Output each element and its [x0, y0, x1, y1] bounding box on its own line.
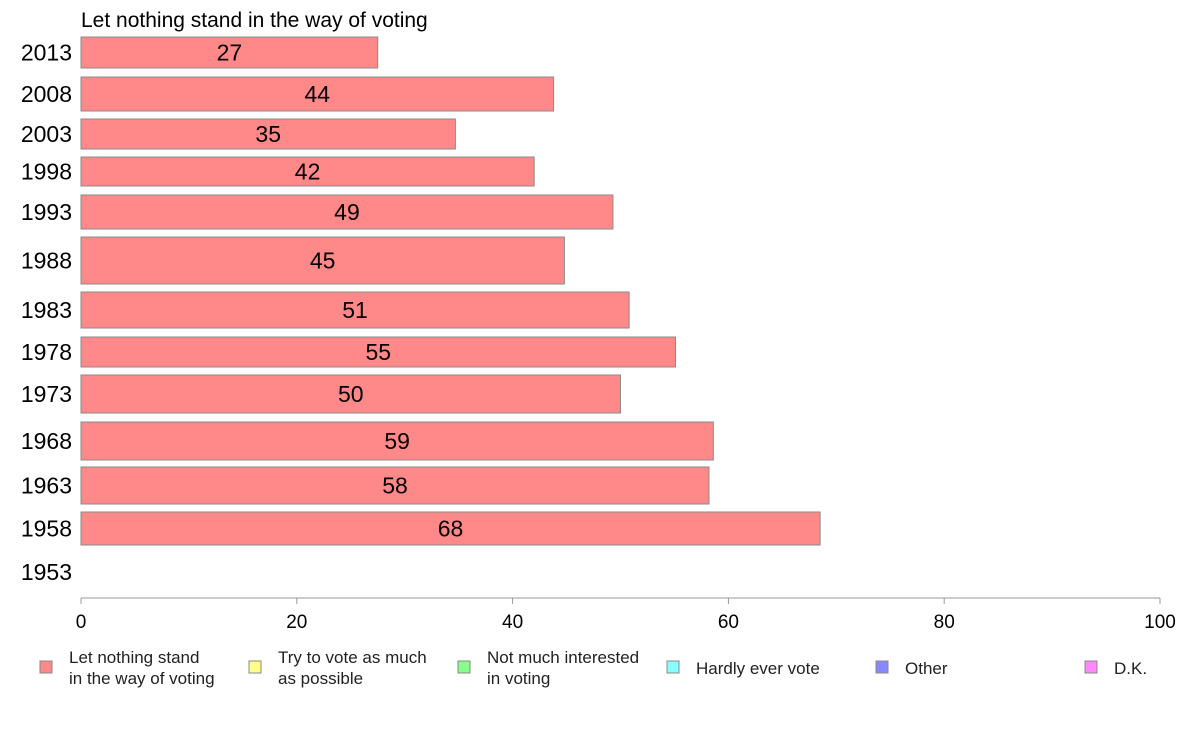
- x-tick-label: 60: [718, 612, 739, 633]
- legend-label-line: in voting: [487, 669, 550, 688]
- legend-label: Let nothing stand in the way of voting: [69, 648, 215, 688]
- legend-label-line: Try to vote as much: [278, 648, 427, 667]
- year-label: 1953: [21, 559, 72, 585]
- bar-value-label: 58: [382, 473, 408, 499]
- x-tick-label: 40: [502, 612, 523, 633]
- year-label: 2003: [21, 121, 72, 147]
- x-tick-label: 80: [934, 612, 955, 633]
- x-tick-label: 100: [1144, 612, 1176, 633]
- bar-value-label: 27: [217, 40, 243, 66]
- year-label: 1973: [21, 381, 72, 407]
- bar-value-label: 59: [384, 428, 410, 454]
- year-label: 1978: [21, 339, 72, 365]
- bar: [80, 236, 565, 285]
- bar: [80, 511, 821, 546]
- year-label: 1958: [21, 516, 72, 542]
- bar-value-label: 51: [342, 297, 368, 323]
- year-label: 1963: [21, 473, 72, 499]
- year-label: 1998: [21, 159, 72, 185]
- legend-label: D.K.: [1114, 659, 1147, 678]
- bar: [80, 194, 614, 230]
- legend-swatch: [457, 660, 471, 674]
- legend-label-line: Not much interested: [487, 648, 639, 667]
- legend-label-line: D.K.: [1114, 659, 1147, 678]
- legend-swatch: [1084, 660, 1098, 674]
- year-label: 1983: [21, 297, 72, 323]
- legend-swatch: [248, 660, 262, 674]
- legend-label-line: Hardly ever vote: [696, 659, 820, 678]
- bar-value-label: 55: [365, 339, 391, 365]
- year-label: 2013: [21, 40, 72, 66]
- legend-label-line: Let nothing stand: [69, 648, 199, 667]
- bar: [80, 36, 379, 69]
- chart-title: Let nothing stand in the way of voting: [81, 9, 428, 32]
- bar: [80, 291, 630, 329]
- bar-value-label: 42: [295, 159, 321, 185]
- bar: [80, 374, 621, 414]
- legend-label: Not much interested in voting: [487, 648, 639, 688]
- year-label: 1993: [21, 199, 72, 225]
- legend-label-line: as possible: [278, 669, 363, 688]
- bar-value-label: 35: [255, 121, 281, 147]
- legend-label: Hardly ever vote: [696, 659, 820, 678]
- bar: [80, 76, 555, 112]
- bar-value-label: 49: [334, 199, 360, 225]
- legend: Let nothing stand in the way of voting Try…: [39, 648, 1147, 688]
- year-labels: 2013 2008 2003 1998 1993 1988 1983 1978 1973 1968…: [21, 40, 72, 586]
- x-axis: 0 20 40 60 80 100: [76, 597, 1176, 633]
- bar: [80, 118, 456, 150]
- legend-swatch: [666, 660, 680, 674]
- x-tick-label: 0: [76, 612, 87, 633]
- bar: [80, 466, 710, 505]
- x-tick-label: 20: [286, 612, 307, 633]
- bar-value-label: 44: [305, 81, 331, 107]
- bar-value-label: 50: [338, 381, 364, 407]
- bar-value-label: 68: [438, 516, 464, 542]
- year-label: 1968: [21, 428, 72, 454]
- bar: [80, 421, 714, 461]
- legend-label-line: Other: [905, 659, 948, 678]
- year-label: 1988: [21, 248, 72, 274]
- legend-label-line: in the way of voting: [69, 669, 215, 688]
- legend-label: Try to vote as much as possible: [278, 648, 427, 688]
- legend-label: Other: [905, 659, 948, 678]
- legend-swatch: [39, 660, 53, 674]
- bar: [80, 336, 677, 368]
- year-label: 2008: [21, 81, 72, 107]
- legend-swatch: [875, 660, 889, 674]
- bar-value-label: 45: [310, 248, 336, 274]
- bar: [80, 156, 535, 187]
